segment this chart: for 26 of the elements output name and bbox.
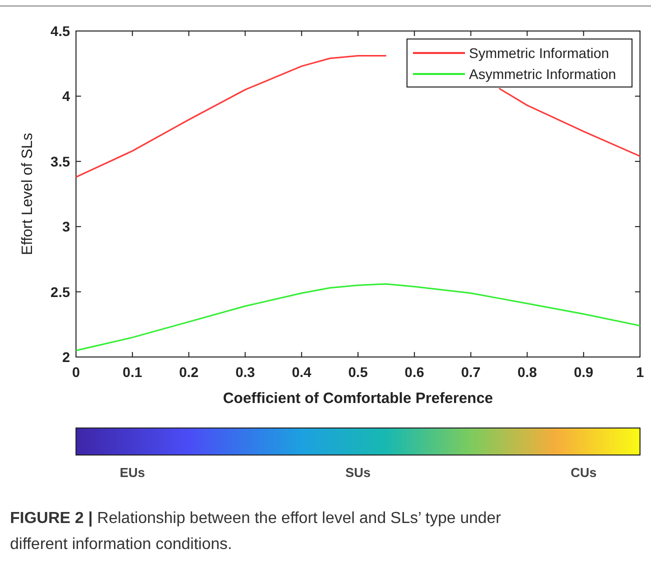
y-tick-label: 3 [62, 218, 70, 235]
y-tick-label: 3.5 [50, 153, 70, 170]
text: SUs [345, 465, 371, 480]
legend-label: Asymmetric Information [469, 66, 616, 82]
legend-label: Symmetric Information [469, 45, 610, 61]
x-tick-label: 0.6 [404, 364, 424, 380]
x-tick-label: 0.1 [122, 364, 142, 380]
x-tick-label: 0.8 [517, 364, 538, 380]
text: CUs [570, 465, 597, 480]
x-tick-label: 0.2 [179, 364, 199, 380]
y-tick-label: 2 [62, 349, 70, 365]
caption: FIGURE 2 | Relationship between the effort level and SLs’ type under different information conditions. [10, 510, 502, 553]
x-axis-title: Coefficient of Comfortable Preference [222, 390, 494, 407]
y-tick-label: 4.5 [50, 23, 70, 39]
line-series [75, 283, 641, 352]
x-tick-label: 0.3 [235, 364, 256, 380]
x-tick-label: 0.4 [292, 364, 312, 380]
x-tick-label: 1 [636, 364, 644, 380]
x-tick-label: 0 [72, 364, 80, 380]
x-tick-label: 0.9 [574, 364, 594, 380]
y-axis-title: Effort Level of SLs [19, 132, 36, 256]
text: EUs [120, 465, 146, 480]
x-tick-label: 0.7 [461, 364, 481, 380]
y-tick-label: 2.5 [50, 284, 70, 300]
y-tick-label: 4 [62, 88, 70, 104]
x-tick-label: 0.5 [348, 364, 368, 380]
